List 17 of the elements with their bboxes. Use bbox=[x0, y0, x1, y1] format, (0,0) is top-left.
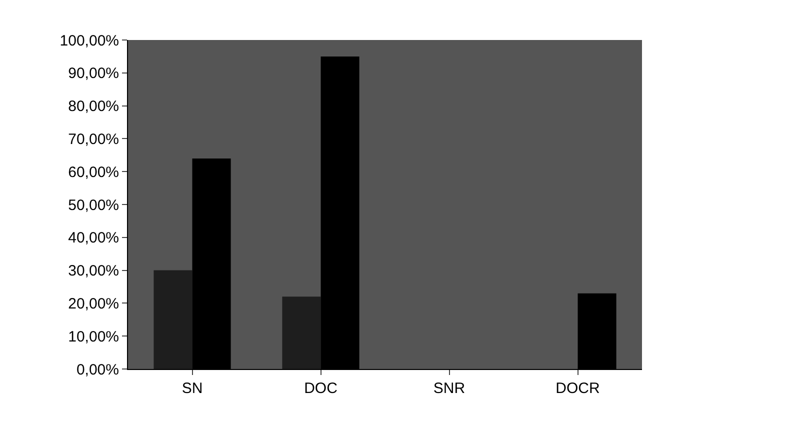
y-tick-label: 0,00% bbox=[76, 361, 119, 378]
y-tick-label: 60,00% bbox=[68, 164, 119, 181]
bar bbox=[282, 296, 321, 369]
y-tick-label: 50,00% bbox=[68, 196, 119, 214]
y-tick-label: 70,00% bbox=[68, 130, 119, 148]
y-tick-label: 100,00% bbox=[60, 32, 119, 50]
x-tick-label: SNR bbox=[433, 380, 466, 397]
y-tick-label: 80,00% bbox=[68, 98, 119, 116]
y-tick-label: 20,00% bbox=[68, 295, 119, 312]
bar bbox=[154, 270, 192, 369]
x-tick-label: SN bbox=[182, 380, 203, 397]
y-tick-label: 40,00% bbox=[68, 230, 119, 247]
y-tick-label: 30,00% bbox=[68, 262, 119, 280]
x-tick-label: DOC bbox=[304, 380, 338, 397]
y-tick-label: 90,00% bbox=[68, 65, 119, 82]
y-tick-label: 10,00% bbox=[68, 328, 119, 346]
x-tick-label: DOCR bbox=[556, 380, 600, 397]
